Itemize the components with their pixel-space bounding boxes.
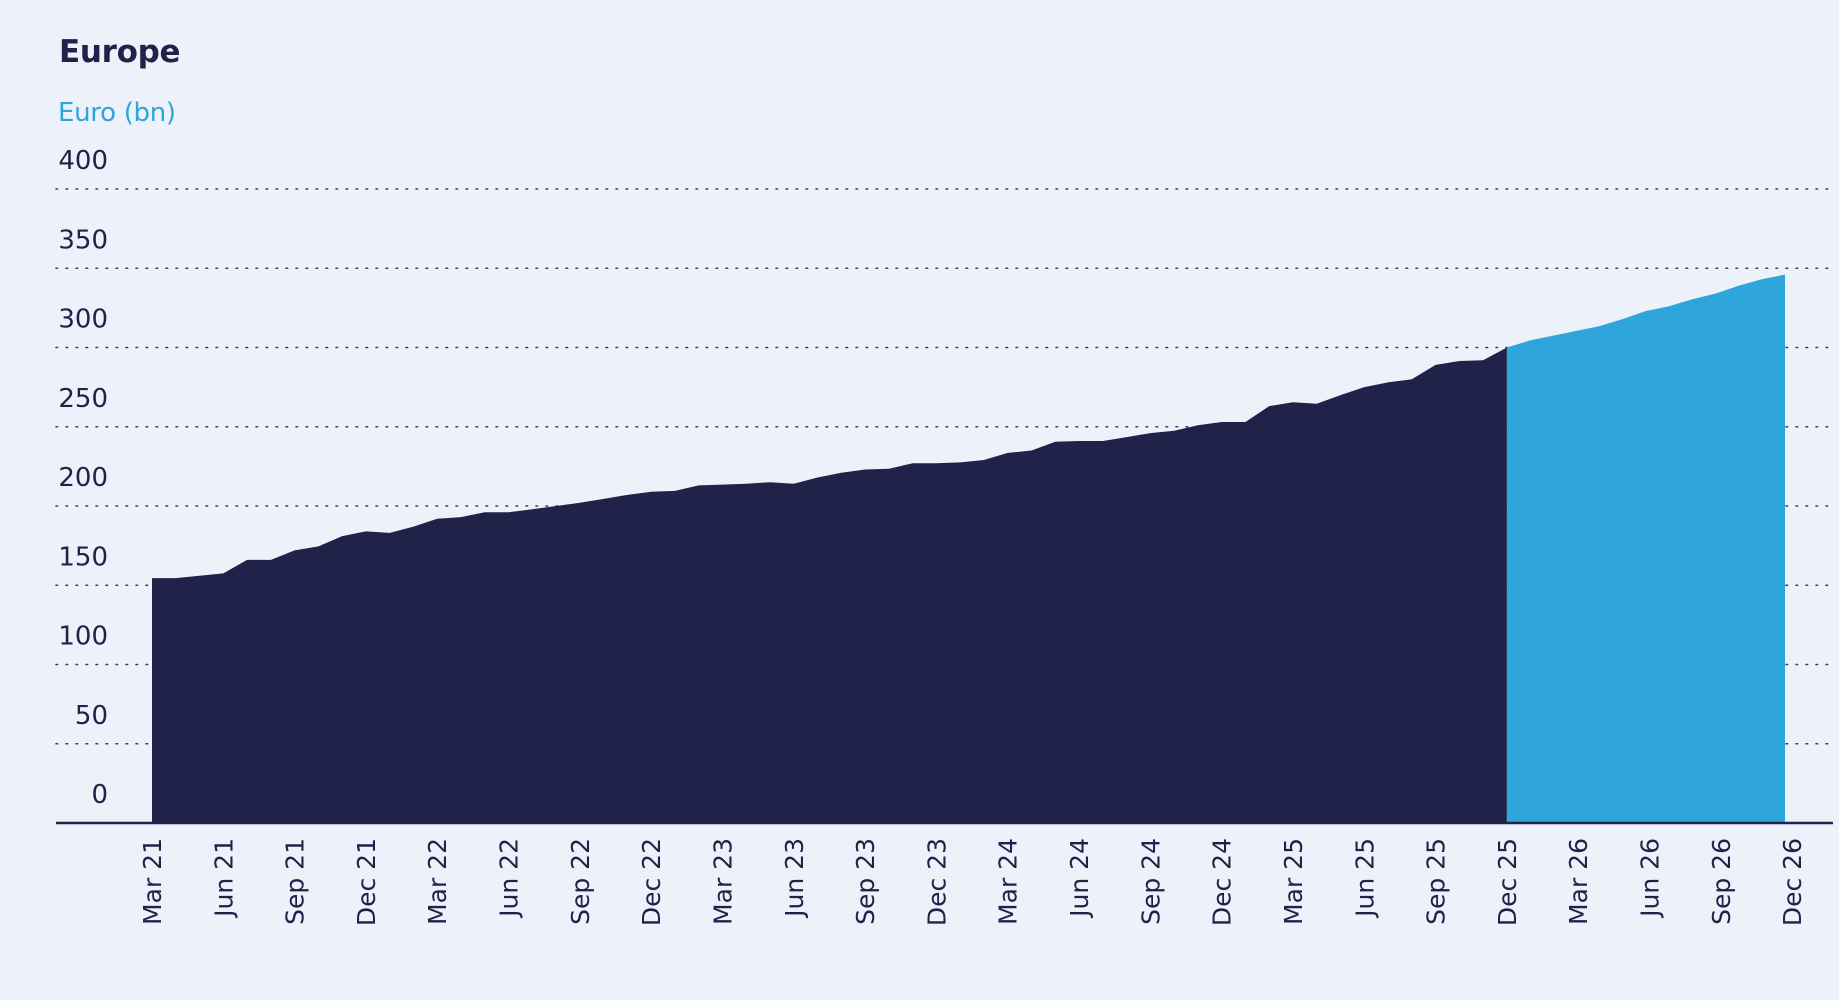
x-tick-label: Jun 21 [209,838,238,919]
x-tick-label: Jun 23 [780,838,809,919]
x-tick-label: Dec 25 [1493,838,1522,926]
x-tick-label: Sep 21 [281,838,310,925]
x-tick-label: Dec 26 [1778,838,1807,926]
x-tick-label: Dec 24 [1208,838,1237,926]
actual-area-series [152,347,1507,823]
x-tick-label: Sep 25 [1422,838,1451,925]
x-tick-label: Dec 23 [922,838,951,926]
x-tick-label: Sep 24 [1136,838,1165,925]
x-tick-label: Mar 22 [423,838,452,925]
y-axis-ticks: 0 50 100 150 200 250 300 350 400 [58,146,108,810]
x-tick-label: Mar 24 [994,838,1023,925]
x-tick-label: Mar 21 [138,838,167,925]
y-tick-label: 200 [58,463,108,493]
x-tick-label: Jun 22 [495,838,524,919]
x-tick-label: Mar 25 [1279,838,1308,925]
x-tick-label: Jun 25 [1350,838,1379,919]
x-tick-label: Dec 21 [352,838,381,926]
x-tick-label: Dec 22 [637,838,666,926]
y-tick-label: 400 [58,146,108,176]
y-tick-label: 50 [75,701,108,731]
x-tick-label: Sep 23 [851,838,880,925]
y-tick-label: 100 [58,622,108,652]
y-axis-unit-label: Euro (bn) [58,98,176,128]
y-tick-label: 0 [91,780,108,810]
forecast-area-series [1506,274,1785,824]
x-axis-ticks: Mar 21 Jun 21 Sep 21 Dec 21 Mar 22 Jun 22 Sep … [138,838,1807,926]
x-tick-label: Mar 23 [709,838,738,925]
y-tick-label: 150 [58,542,108,572]
x-tick-label: Sep 22 [566,838,595,925]
y-tick-label: 300 [58,305,108,335]
x-tick-label: Jun 24 [1065,838,1094,919]
chart-title: Europe [59,34,181,70]
x-tick-label: Mar 26 [1564,838,1593,925]
x-tick-label: Sep 26 [1707,838,1736,925]
y-tick-label: 350 [58,225,108,255]
x-tick-label: Jun 26 [1636,838,1665,919]
y-tick-label: 250 [58,384,108,414]
